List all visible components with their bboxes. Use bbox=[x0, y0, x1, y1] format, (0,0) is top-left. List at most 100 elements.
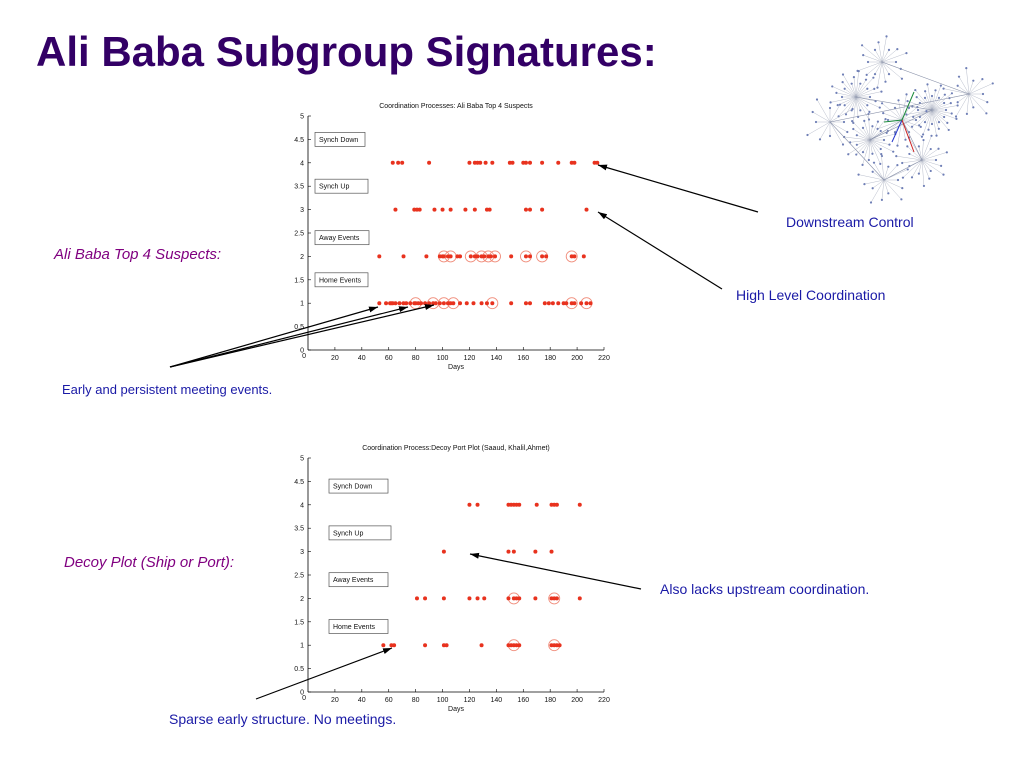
network-edge bbox=[902, 159, 923, 178]
data-point bbox=[557, 643, 562, 648]
data-point bbox=[433, 301, 438, 306]
network-node bbox=[873, 73, 877, 76]
network-node bbox=[930, 134, 933, 137]
network-edge bbox=[931, 109, 949, 131]
network-edge bbox=[931, 109, 948, 123]
data-point bbox=[546, 301, 551, 306]
y-tick-label: 4 bbox=[300, 502, 304, 509]
data-point bbox=[533, 596, 538, 601]
network-node bbox=[930, 94, 934, 98]
data-point bbox=[458, 301, 463, 306]
network-edge bbox=[877, 61, 883, 88]
network-node bbox=[929, 169, 932, 173]
network-node bbox=[935, 134, 938, 137]
network-node bbox=[937, 147, 940, 150]
network-node bbox=[957, 75, 961, 78]
network-edge bbox=[862, 139, 871, 165]
data-point bbox=[584, 301, 589, 306]
network-edge bbox=[883, 179, 903, 189]
network-node bbox=[981, 92, 985, 96]
network-node bbox=[866, 60, 870, 64]
x-tick-label: 140 bbox=[491, 697, 503, 704]
data-point bbox=[441, 549, 446, 554]
network-edge bbox=[921, 140, 924, 161]
network-node bbox=[894, 60, 898, 64]
network-edge bbox=[898, 100, 903, 121]
network-edge bbox=[968, 79, 983, 95]
network-node bbox=[940, 164, 943, 167]
x-tick-label: 60 bbox=[385, 697, 393, 704]
network-node bbox=[879, 129, 882, 133]
network-edge bbox=[921, 159, 944, 175]
network-node bbox=[861, 163, 864, 167]
network-edge bbox=[928, 109, 933, 130]
network-edge bbox=[931, 109, 952, 114]
network-node bbox=[876, 86, 879, 89]
network-edge bbox=[924, 97, 933, 111]
network-node bbox=[943, 93, 946, 96]
network-edge bbox=[869, 139, 890, 145]
network-node bbox=[806, 133, 809, 137]
annotation-arrow bbox=[597, 164, 759, 213]
network-node bbox=[840, 95, 844, 99]
data-point bbox=[554, 596, 559, 601]
network-node bbox=[930, 122, 934, 126]
network-edge bbox=[931, 109, 957, 120]
network-node bbox=[923, 121, 927, 124]
network-edge bbox=[829, 104, 841, 123]
slide-title: Ali Baba Subgroup Signatures: bbox=[36, 28, 657, 75]
y-tick-label: 0 bbox=[300, 348, 304, 355]
x-tick-label: 160 bbox=[517, 355, 529, 362]
y-tick-label: 2.5 bbox=[294, 231, 304, 238]
data-point bbox=[392, 643, 397, 648]
legend-box bbox=[328, 478, 389, 494]
network-edge bbox=[955, 93, 970, 117]
annotation-arrow bbox=[597, 211, 723, 290]
network-node bbox=[866, 87, 869, 90]
network-edge bbox=[883, 179, 902, 200]
network-edge bbox=[838, 96, 857, 117]
network-node bbox=[919, 125, 922, 128]
data-point bbox=[444, 643, 449, 648]
network-edge bbox=[832, 86, 857, 98]
network-node bbox=[843, 104, 846, 107]
network-node bbox=[886, 118, 890, 122]
network-edge bbox=[901, 107, 918, 121]
network-node bbox=[863, 183, 866, 186]
network-node bbox=[859, 82, 862, 85]
data-point bbox=[475, 502, 480, 507]
y-tick-label: 0.5 bbox=[294, 324, 304, 331]
network-node bbox=[855, 134, 858, 137]
data-point bbox=[572, 254, 577, 259]
network-node bbox=[955, 117, 958, 120]
network-edge bbox=[856, 139, 871, 145]
network-edge bbox=[958, 76, 970, 95]
network-edge bbox=[855, 96, 933, 111]
data-point bbox=[572, 301, 577, 306]
x-axis-label: Days bbox=[448, 706, 464, 713]
x-tick-label: 20 bbox=[331, 355, 339, 362]
network-edge bbox=[855, 79, 867, 98]
top4-label: Ali Baba Top 4 Suspects: bbox=[54, 246, 222, 263]
network-node bbox=[897, 99, 900, 102]
data-point bbox=[577, 502, 582, 507]
data-point bbox=[487, 207, 492, 212]
network-node bbox=[855, 143, 858, 146]
network-edge bbox=[864, 179, 885, 185]
network-edge bbox=[857, 61, 883, 72]
network-edge-highlight bbox=[901, 91, 915, 121]
network-node bbox=[843, 87, 846, 90]
y-tick-label: 0.5 bbox=[294, 666, 304, 673]
network-node bbox=[851, 107, 854, 111]
network-node bbox=[920, 135, 924, 138]
network-node bbox=[828, 106, 832, 110]
x-tick-label: 200 bbox=[571, 697, 583, 704]
network-edge bbox=[869, 109, 933, 141]
network-node bbox=[882, 138, 886, 142]
network-node bbox=[937, 96, 941, 99]
network-node bbox=[896, 164, 899, 167]
network-edge bbox=[829, 121, 848, 133]
data-point bbox=[540, 254, 545, 259]
network-edge bbox=[855, 96, 870, 120]
network-edge bbox=[921, 148, 931, 161]
